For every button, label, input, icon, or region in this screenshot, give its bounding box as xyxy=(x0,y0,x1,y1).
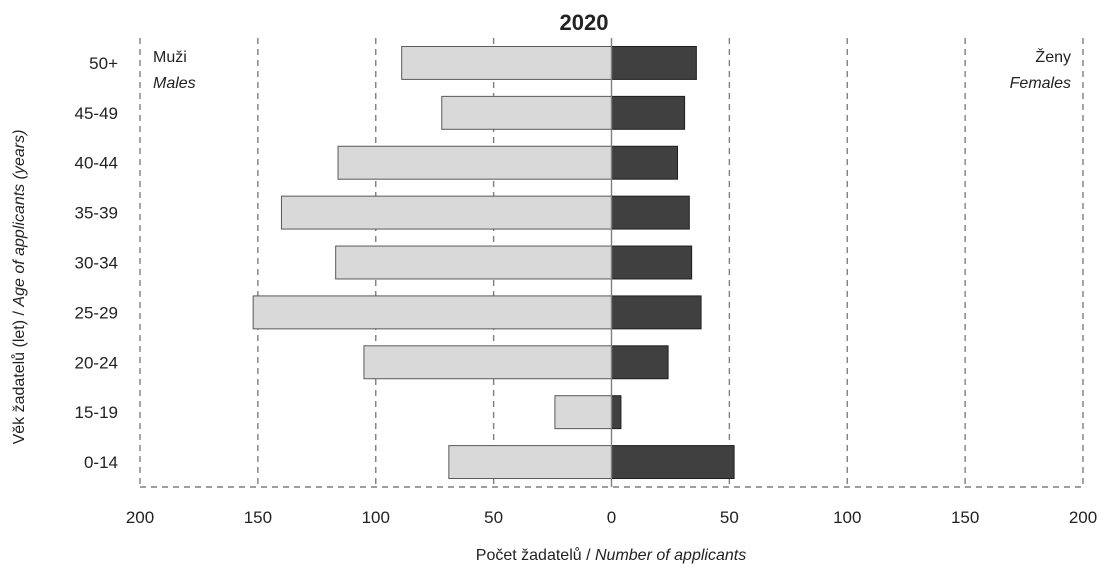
bar-females xyxy=(611,45,697,80)
bar-females xyxy=(611,395,622,430)
bar-females xyxy=(611,295,702,330)
x-axis-label: Počet žadatelů / Number of applicants xyxy=(476,546,746,564)
bar-females xyxy=(611,445,735,480)
x-tick-label: 150 xyxy=(244,508,272,527)
bar-males xyxy=(363,345,612,380)
y-category-label: 50+ xyxy=(89,54,118,73)
bar-males xyxy=(441,95,613,130)
y-category-label: 35-39 xyxy=(75,204,118,223)
bar-females xyxy=(611,245,693,280)
y-category-label: 20-24 xyxy=(75,353,118,372)
x-axis-label-sep: / xyxy=(582,547,595,564)
x-tick-label: 0 xyxy=(607,508,616,527)
y-category-label: 40-44 xyxy=(75,154,118,173)
y-category-label: 30-34 xyxy=(75,254,118,273)
chart-title: 2020 xyxy=(560,10,609,35)
bar-females xyxy=(611,145,679,180)
x-tick-label: 100 xyxy=(833,508,861,527)
bar-males xyxy=(401,45,612,80)
x-tick-label: 200 xyxy=(1069,508,1097,527)
bar-males xyxy=(337,145,612,180)
bar-females xyxy=(611,95,686,130)
x-tick-label: 150 xyxy=(951,508,979,527)
males-label-en: Males xyxy=(153,75,196,92)
bar-females xyxy=(611,195,690,230)
y-axis-label-en: Age of applicants (years) xyxy=(11,130,28,308)
x-tick-label: 100 xyxy=(362,508,390,527)
females-label-cz: Ženy xyxy=(1035,47,1071,66)
males-label-cz: Muži xyxy=(153,49,187,66)
y-axis-label-cz: Věk žadatelů (let) xyxy=(10,320,28,445)
y-axis-label: Věk žadatelů (let) / Age of applicants (… xyxy=(10,130,28,445)
y-category-label: 0-14 xyxy=(84,453,118,472)
y-category-label: 45-49 xyxy=(75,104,118,123)
y-category-label: 15-19 xyxy=(75,403,118,422)
females-label-en: Females xyxy=(1010,75,1071,92)
bar-females xyxy=(611,345,669,380)
bar-males xyxy=(280,195,612,230)
bar-males xyxy=(554,395,612,430)
y-category-label: 25-29 xyxy=(75,303,118,322)
x-tick-label: 50 xyxy=(720,508,739,527)
bar-males xyxy=(252,295,612,330)
x-tick-label: 200 xyxy=(126,508,154,527)
axis-layer: 200 150 100 50 0 50 100 150 200 0-14 15-19 20-24 25-… xyxy=(75,54,1098,527)
bar-males xyxy=(335,245,612,280)
y-axis-label-sep: / xyxy=(11,307,28,320)
x-axis-label-en: Number of applicants xyxy=(595,547,746,564)
bars-layer xyxy=(252,38,735,487)
x-tick-label: 50 xyxy=(484,508,503,527)
x-axis-label-cz: Počet žadatelů xyxy=(476,546,582,564)
bar-males xyxy=(448,445,612,480)
